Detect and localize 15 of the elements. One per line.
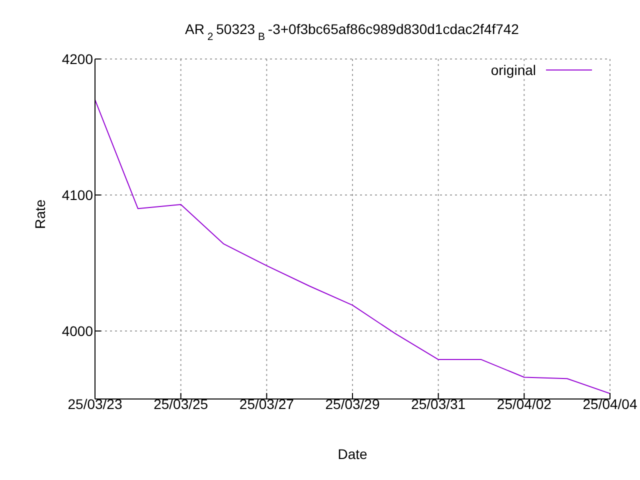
x-tick-label: 25/03/31 [411,396,466,412]
y-axis-title: Rate [32,199,48,229]
line-series [95,99,610,394]
x-tick-label: 25/03/25 [154,396,208,412]
x-tick-label: 25/03/29 [325,396,380,412]
y-tick-label: 4000 [62,322,94,339]
chart-title: AR$_{2}$ 50323$_{B}$-3+0f3bc65af86c989d830d1cdac2f4f742 [185,21,520,43]
x-tick-label: 25/03/23 [68,396,122,412]
x-tick-label: 25/04/04 [582,396,638,412]
y-tick-label: 4100 [62,186,94,203]
x-axis-title: Date [338,446,368,462]
x-tick-label: 25/03/27 [239,396,294,412]
legend-label: original [490,62,536,78]
x-tick-label: 25/04/02 [496,396,552,412]
y-tick-label: 4200 [62,50,94,67]
